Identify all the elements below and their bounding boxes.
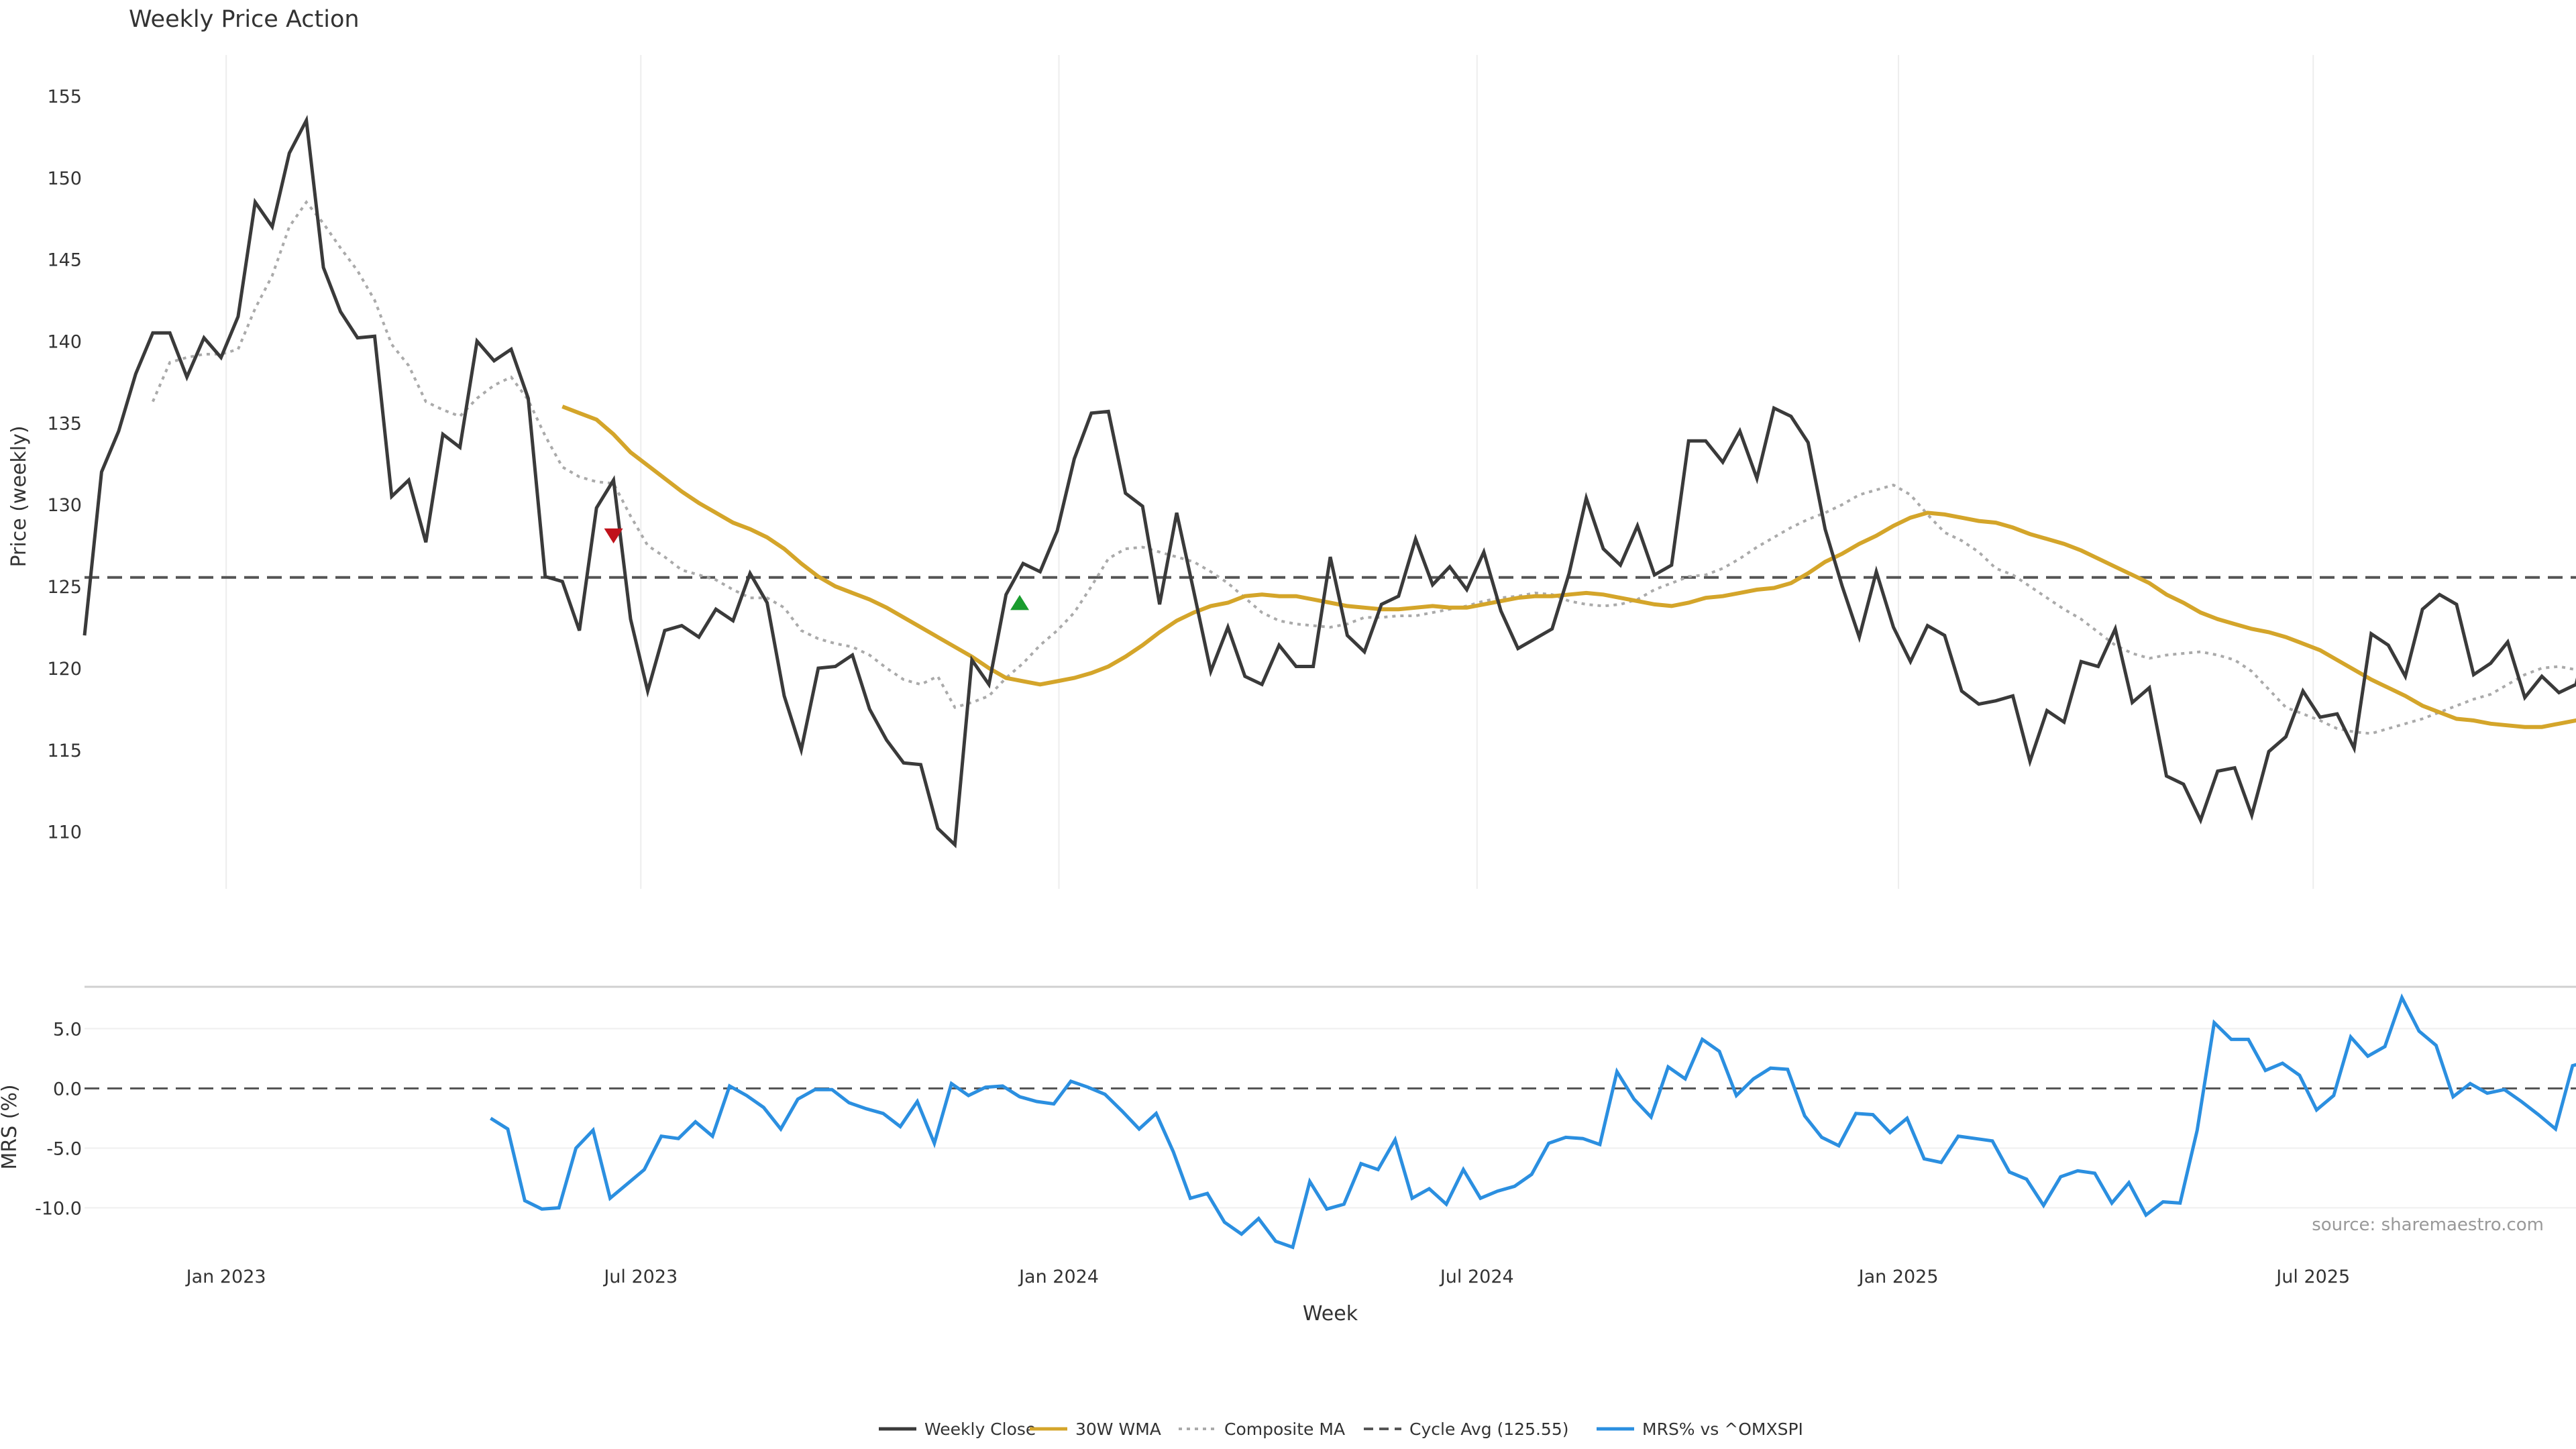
price-y-tick-label: 150 <box>47 168 82 189</box>
price-panel: 110 115 120 125 130 135 140 145 150 155 Price (we… <box>7 55 2576 889</box>
sell-signal-marker <box>604 528 623 544</box>
signal-markers <box>604 528 1030 610</box>
mrs-panel: -10.0 -5.0 0.0 5.0 MRS (%) source: sharemae… <box>0 993 2576 1250</box>
price-y-tick-label: 130 <box>47 495 82 516</box>
x-tick-label: Jan 2025 <box>1858 1267 1939 1287</box>
mrs-line <box>490 993 2576 1250</box>
price-y-tick-label: 155 <box>47 87 82 107</box>
price-y-tick-label: 135 <box>47 413 82 434</box>
legend: Weekly Close 30W WMA Composite MA Cycle Avg… <box>879 1419 1803 1439</box>
price-y-axis-label: Price (weekly) <box>7 425 31 567</box>
price-vertical-gridlines <box>225 55 2314 889</box>
price-y-tick-label: 115 <box>47 741 82 761</box>
x-tick-label: Jul 2024 <box>1439 1267 1514 1287</box>
legend-item: 30W WMA <box>1030 1419 1161 1439</box>
price-y-tick-label: 120 <box>47 659 82 680</box>
x-axis-label: Week <box>1303 1302 1358 1326</box>
x-tick-label: Jan 2023 <box>185 1267 266 1287</box>
mrs-y-axis-label: MRS (%) <box>0 1084 21 1169</box>
mrs-y-tick-label: -5.0 <box>46 1138 82 1159</box>
legend-label: MRS% vs ^OMXSPI <box>1642 1419 1803 1439</box>
x-axis-ticks: Jan 2023 Jul 2023 Jan 2024 Jul 2024 Jan 2025… <box>185 1267 2351 1287</box>
mrs-y-axis: -10.0 -5.0 0.0 5.0 <box>35 1019 2576 1219</box>
chart-title: Weekly Price Action <box>129 6 360 33</box>
mrs-y-tick-label: 0.0 <box>53 1079 82 1099</box>
legend-item: MRS% vs ^OMXSPI <box>1597 1419 1803 1439</box>
x-tick-label: Jul 2025 <box>2275 1267 2350 1287</box>
legend-item: Weekly Close <box>879 1419 1036 1439</box>
legend-item: Cycle Avg (125.55) <box>1364 1419 1569 1439</box>
legend-label: Composite MA <box>1224 1419 1345 1439</box>
mrs-y-tick-label: -10.0 <box>35 1198 82 1219</box>
legend-label: 30W WMA <box>1075 1419 1161 1439</box>
mrs-y-tick-label: 5.0 <box>53 1019 82 1040</box>
legend-label: Cycle Avg (125.55) <box>1409 1419 1569 1439</box>
price-y-tick-label: 110 <box>47 822 82 843</box>
x-tick-label: Jul 2023 <box>602 1267 678 1287</box>
source-note: source: sharemaestro.com <box>2312 1215 2544 1235</box>
price-y-tick-label: 140 <box>47 332 82 353</box>
legend-label: Weekly Close <box>924 1419 1036 1439</box>
price-y-tick-label: 145 <box>47 250 82 271</box>
wma-30w-line <box>561 405 2576 729</box>
price-y-tick-label: 125 <box>47 577 82 598</box>
legend-item: Composite MA <box>1179 1419 1345 1439</box>
buy-signal-marker <box>1010 594 1030 610</box>
weekly-close-line <box>83 115 2576 849</box>
price-y-axis: 110 115 120 125 130 135 140 145 150 155 <box>47 87 82 843</box>
composite-ma-line <box>151 200 2576 735</box>
x-tick-label: Jan 2024 <box>1018 1267 1099 1287</box>
